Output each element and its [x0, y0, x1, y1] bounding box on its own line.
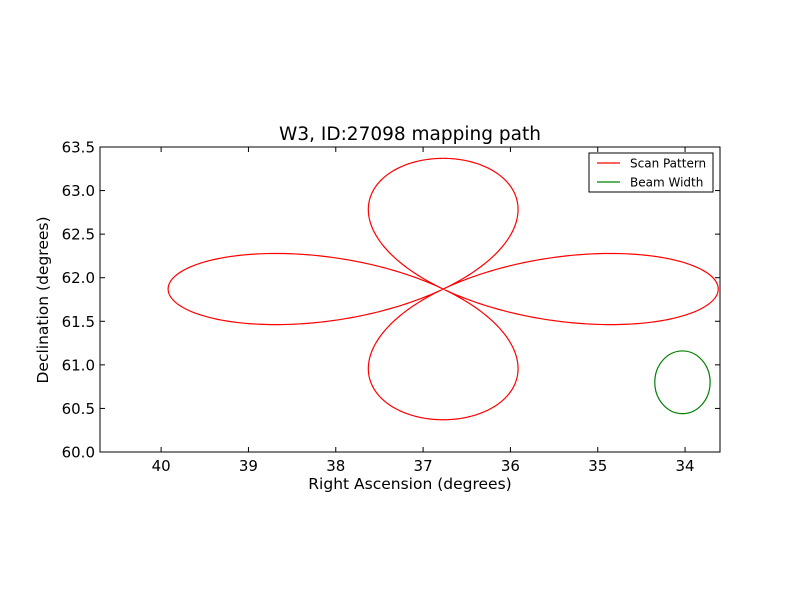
y-tick-label: 60.5 — [62, 400, 95, 418]
x-tick-label: 39 — [239, 457, 258, 475]
plot-frame — [99, 146, 721, 453]
y-tick-label: 63.0 — [62, 182, 95, 200]
y-tick-label: 62.5 — [62, 226, 95, 244]
x-tick-label: 35 — [588, 457, 607, 475]
y-tick-label: 63.5 — [62, 139, 95, 157]
legend-box — [588, 152, 714, 193]
legend: Scan Pattern Beam Width — [588, 152, 714, 193]
y-tick-label: 61.5 — [62, 313, 95, 331]
x-tick-label: 38 — [326, 457, 345, 475]
x-tick-label: 40 — [152, 457, 171, 475]
legend-label-beam-width: Beam Width — [630, 176, 703, 190]
legend-label-scan-pattern: Scan Pattern — [630, 157, 706, 171]
x-tick-label: 37 — [414, 457, 433, 475]
plot-area — [100, 147, 720, 452]
y-tick-label: 62.0 — [62, 269, 95, 287]
x-tick-label: 34 — [676, 457, 695, 475]
beam-width-circle — [654, 350, 711, 415]
x-axis-label: Right Ascension (degrees) — [308, 475, 511, 493]
y-tick-label: 60.0 — [62, 444, 95, 462]
scan-pattern-line — [167, 157, 719, 421]
chart-title: W3, ID:27098 mapping path — [279, 124, 541, 145]
y-axis-label: Declination (degrees) — [34, 216, 52, 383]
x-tick-label: 36 — [501, 457, 520, 475]
y-tick-label: 61.0 — [62, 356, 95, 374]
